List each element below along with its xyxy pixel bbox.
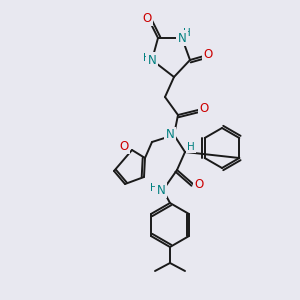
Text: N: N: [148, 53, 156, 67]
Text: O: O: [194, 178, 204, 190]
Text: H: H: [183, 28, 191, 38]
Text: O: O: [203, 47, 213, 61]
Text: N: N: [166, 128, 174, 142]
Text: H: H: [187, 142, 195, 152]
Text: O: O: [119, 140, 129, 152]
Text: H: H: [143, 53, 151, 63]
Text: N: N: [178, 32, 186, 44]
Text: H: H: [150, 183, 158, 193]
Text: O: O: [200, 103, 208, 116]
Text: N: N: [157, 184, 165, 196]
Text: O: O: [142, 11, 152, 25]
